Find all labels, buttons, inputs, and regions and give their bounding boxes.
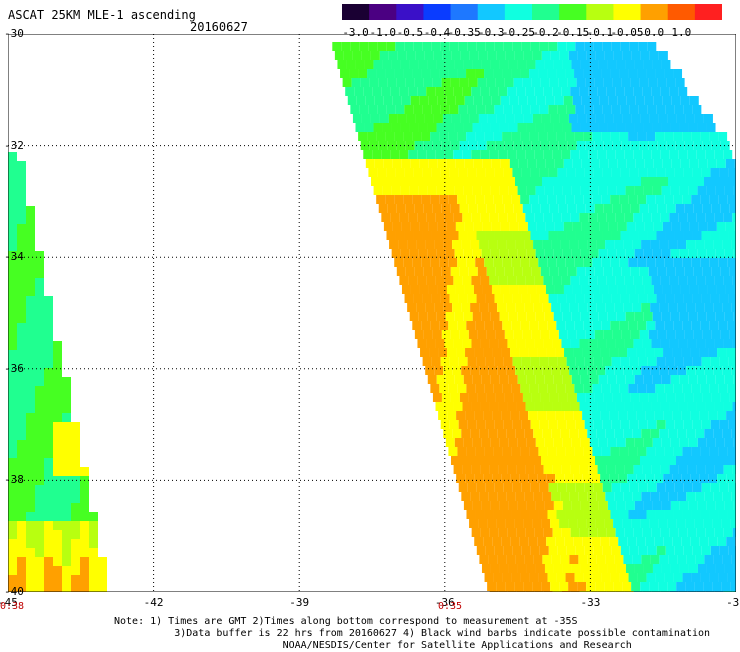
x-tick-label: -45	[0, 596, 18, 609]
colorbar-segment	[559, 4, 587, 20]
colorbar-segment	[613, 4, 642, 20]
x-tick-label: -30	[726, 596, 740, 609]
note-line-3: NOAA/NESDIS/Center for Satellite Applica…	[282, 640, 632, 651]
colorbar-label: -0.35	[447, 26, 481, 39]
colorbar-segment	[694, 4, 722, 20]
y-tick-label: -40	[4, 585, 24, 598]
colorbar-label: -0.1	[586, 26, 614, 39]
x-tick-label: -33	[580, 596, 601, 609]
colorbar-label: 0.0	[644, 26, 665, 39]
colorbar-segment	[640, 4, 669, 20]
map-plot	[8, 34, 736, 592]
colorbar-segment	[667, 4, 696, 20]
colorbar-label: -0.3	[478, 26, 505, 39]
colorbar-segment	[586, 4, 614, 20]
swath-left	[8, 152, 107, 592]
swath-time-left: 0:38	[0, 601, 25, 612]
colorbar-label: -1.0	[369, 26, 396, 39]
note-line-2: 3)Data buffer is 22 hrs from 20160627 4)…	[174, 628, 711, 639]
x-tick-label: -42	[143, 596, 164, 609]
colorbar-label: -0.05	[610, 26, 644, 39]
colorbar-segment	[423, 4, 452, 20]
swath-right	[332, 42, 736, 592]
colorbar-label: -3.0	[342, 26, 369, 39]
note-line-1: Note: 1) Times are GMT 2)Times along bot…	[114, 616, 578, 627]
colorbar-label: -0.5	[396, 26, 424, 39]
colorbar-segment	[477, 4, 506, 20]
y-tick-label: -32	[4, 138, 24, 152]
colorbar-segment	[532, 4, 560, 20]
y-tick-label: -34	[4, 250, 24, 264]
y-tick-label: -38	[4, 473, 24, 487]
x-tick-label: -36	[434, 596, 455, 609]
colorbar-label: -0.15	[556, 26, 590, 39]
colorbar	[342, 4, 722, 20]
y-tick-label: -36	[4, 361, 24, 375]
swath-time-right: 0:35	[437, 601, 463, 612]
map-title: ASCAT 25KM MLE-1 ascending	[8, 8, 196, 22]
colorbar-label: -0.4	[423, 26, 451, 39]
colorbar-label: -0.2	[532, 26, 559, 39]
colorbar-segment	[396, 4, 424, 20]
colorbar-segment	[369, 4, 397, 20]
gridlines	[8, 34, 736, 592]
x-tick-label: -39	[289, 596, 310, 609]
footnote: Note: 1) Times are GMT 2)Times along bot…	[114, 616, 710, 652]
colorbar-label: 1.0	[671, 26, 692, 39]
colorbar-segment	[450, 4, 479, 20]
colorbar-segment	[504, 4, 533, 20]
colorbar-segment	[342, 4, 370, 20]
colorbar-label: -0.25	[501, 26, 535, 39]
y-tick-label: -30	[4, 27, 24, 40]
map-date: 20160627	[190, 20, 248, 34]
